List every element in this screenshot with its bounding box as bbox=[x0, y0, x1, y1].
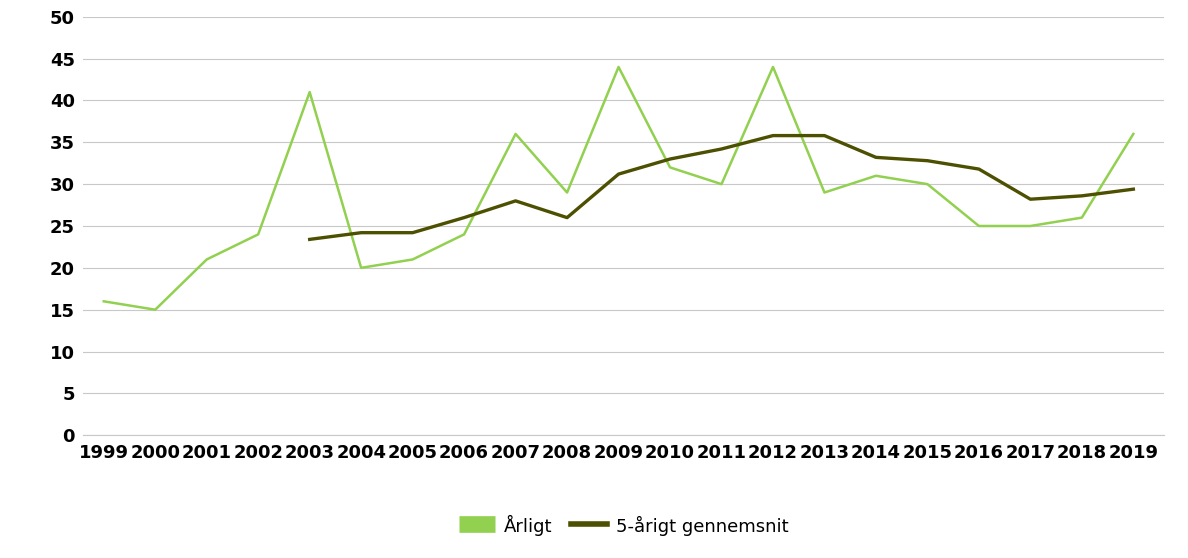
Legend: Årligt, 5-årigt gennemsnit: Årligt, 5-årigt gennemsnit bbox=[451, 508, 796, 543]
